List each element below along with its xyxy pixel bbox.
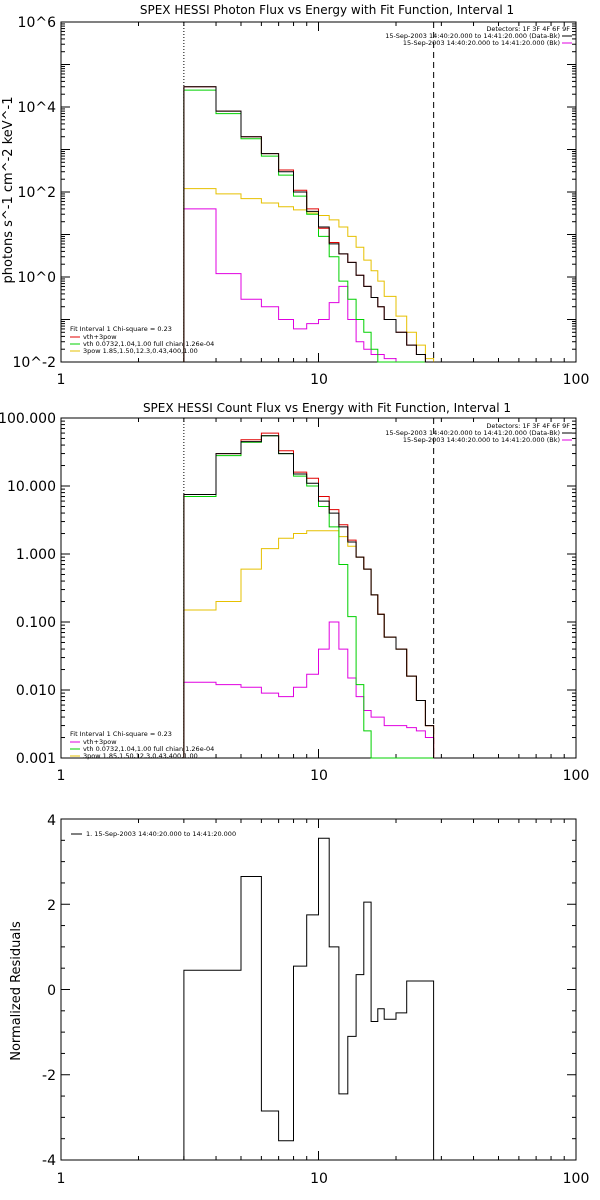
x-tick-label: 10 [310, 768, 328, 784]
series-line [183, 435, 434, 759]
y-tick-label: 10^-2 [12, 355, 56, 371]
legend-line: 15-Sep-2003 14:40:20.000 to 14:41:20.000… [385, 32, 560, 40]
series-line [183, 89, 434, 363]
fit-legend-header: Fit Interval 1 Chi-square = 0.23 [70, 730, 172, 738]
x-tick-label: 1 [57, 372, 66, 388]
legend-line: Detectors: 1F 3F 4F 6F 9F [486, 25, 570, 33]
y-tick-label: 0 [47, 983, 56, 999]
fit-legend-line: vth+3pow [83, 333, 117, 341]
x-tick-label: 10 [310, 1171, 328, 1187]
x-tick-label: 100 [563, 1171, 590, 1187]
series-layer [60, 818, 577, 1161]
series-line [183, 435, 435, 758]
y-tick-label: 10^4 [18, 100, 57, 116]
y-tick-label: 10^0 [18, 270, 56, 286]
count-flux-chart: SPEX HESSI Count Flux vs Energy with Fit… [0, 401, 589, 784]
y-axis-label: photons s^-1 cm^-2 keV^-1 [1, 96, 16, 283]
series-line [183, 432, 435, 758]
legend: 1. 15-Sep-2003 14:40:20.000 to 14:41:20.… [71, 830, 236, 838]
series-line [183, 86, 434, 363]
fit-legend-line: 3pow 1.85,1.50,12.3,0.43,400,1.00 [83, 752, 198, 760]
y-tick-label: 0.001 [16, 751, 56, 767]
x-tick-label: 100 [563, 372, 590, 388]
y-tick-label: 100.000 [0, 411, 56, 427]
series-line [183, 621, 435, 758]
fit-legend: Fit Interval 1 Chi-square = 0.23 vth+3po… [70, 325, 214, 355]
chart-title: SPEX HESSI Photon Flux vs Energy with Fi… [140, 3, 514, 17]
series-line [183, 208, 434, 363]
y-tick-label: 10^2 [18, 185, 56, 201]
y-tick-label: 10.000 [7, 479, 56, 495]
legend-line: 15-Sep-2003 14:40:20.000 to 14:41:20.000… [385, 429, 560, 437]
plot-frame [60, 417, 577, 759]
y-tick-label: 0.010 [16, 683, 56, 699]
y-tick-label: -4 [42, 1153, 56, 1169]
fit-legend-line: vth 0.0732,1.04,1.00 full chian 1.26e-04 [83, 340, 214, 348]
y-tick-label: 2 [47, 898, 56, 914]
series-layer [60, 417, 577, 759]
fit-legend-header: Fit Interval 1 Chi-square = 0.23 [70, 325, 172, 333]
series-layer [60, 21, 577, 363]
x-tick-label: 10 [310, 372, 328, 388]
chart-title: SPEX HESSI Count Flux vs Energy with Fit… [143, 401, 511, 415]
series-line [183, 188, 435, 362]
legend-line: 15-Sep-2003 14:40:20.000 to 14:41:20.000… [403, 39, 560, 47]
y-tick-label: 4 [47, 813, 56, 829]
series-line [183, 837, 435, 1160]
fit-legend-line: vth+3pow [83, 738, 117, 746]
legend: Detectors: 1F 3F 4F 6F 9F 15-Sep-2003 14… [385, 422, 572, 444]
photon-flux-chart: SPEX HESSI Photon Flux vs Energy with Fi… [1, 3, 589, 388]
plot-frame [60, 21, 577, 363]
fit-legend-line: vth 0.0732,1.04,1.00 full chian 1.26e-04 [83, 745, 214, 753]
x-tick-label: 1 [57, 1171, 66, 1187]
legend-line: Detectors: 1F 3F 4F 6F 9F [486, 422, 570, 430]
x-tick-label: 1 [57, 768, 66, 784]
y-tick-label: 1.000 [16, 547, 56, 563]
residuals-chart: Normalized Residuals 1 10 100 -4 -2 0 2 … [9, 813, 589, 1187]
legend-line: 1. 15-Sep-2003 14:40:20.000 to 14:41:20.… [86, 830, 236, 838]
legend: Detectors: 1F 3F 4F 6F 9F 15-Sep-2003 14… [385, 25, 572, 47]
x-tick-label: 100 [563, 768, 590, 784]
y-axis-label: Normalized Residuals [9, 921, 24, 1061]
y-tick-label: -2 [42, 1068, 56, 1084]
legend-line: 15-Sep-2003 14:40:20.000 to 14:41:20.000… [403, 436, 560, 444]
y-tick-label: 0.100 [16, 615, 56, 631]
y-tick-label: 10^6 [18, 15, 57, 31]
fit-legend-line: 3pow 1.85,1.50,12.3,0.43,400,1.00 [83, 347, 198, 355]
fit-legend: Fit Interval 1 Chi-square = 0.23 vth+3po… [70, 730, 214, 760]
